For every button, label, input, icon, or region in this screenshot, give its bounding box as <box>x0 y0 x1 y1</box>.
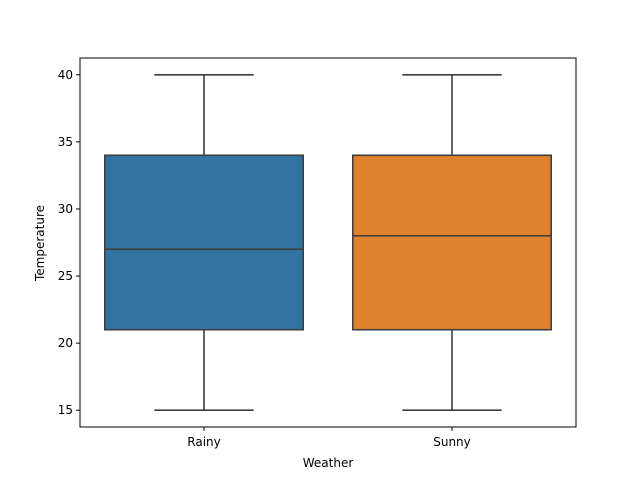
box-rainy <box>104 154 304 331</box>
y-tick-label: 40 <box>58 68 73 82</box>
box-sunny <box>351 154 552 331</box>
y-tick-label: 20 <box>58 336 73 350</box>
x-axis-label: Weather <box>303 456 354 470</box>
axes-frame <box>79 57 577 428</box>
y-tick-label: 25 <box>58 269 73 283</box>
y-tick-label: 15 <box>58 403 73 417</box>
y-tick-label: 35 <box>58 135 73 149</box>
x-tick-label-sunny: Sunny <box>433 435 471 449</box>
plot-area: 15 20 25 30 35 40 Rainy Sunny <box>58 57 577 449</box>
x-tick-label-rainy: Rainy <box>187 435 220 449</box>
y-axis-label: Temperature <box>33 205 47 282</box>
y-tick-label: 30 <box>58 202 73 216</box>
